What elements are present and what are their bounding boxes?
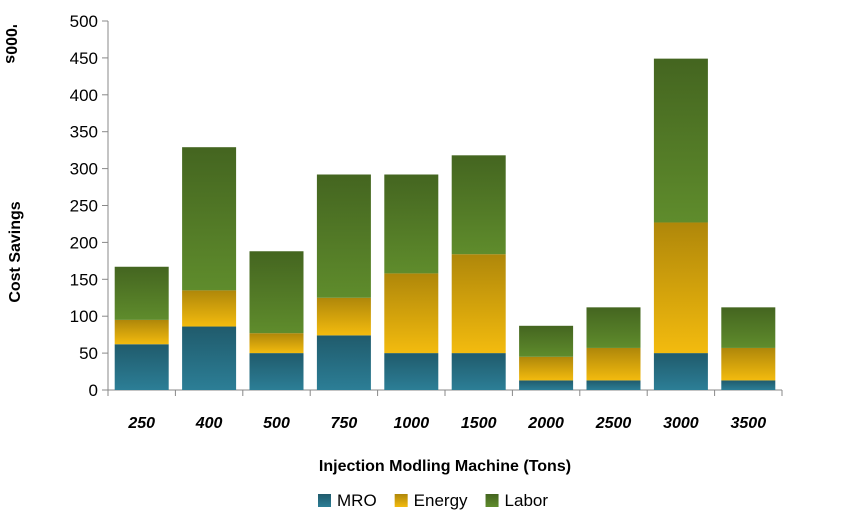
legend-swatch-mro	[318, 494, 331, 507]
legend-label-energy: Energy	[414, 491, 468, 510]
bar-mro-1000	[384, 353, 439, 390]
x-tick-label: 250	[127, 415, 155, 432]
y-tick-label: 450	[70, 49, 98, 68]
bar-energy-1000	[384, 273, 439, 354]
bar-energy-2500	[586, 347, 641, 381]
bar-labor-3000	[653, 58, 708, 223]
x-tick-label: 1000	[394, 415, 430, 432]
y-tick-label: 50	[79, 344, 98, 363]
bar-energy-400	[182, 290, 237, 327]
legend: MRO Energy Labor	[318, 491, 548, 510]
x-tick-label: 3500	[731, 415, 767, 432]
bar-energy-750	[316, 297, 371, 336]
bar-labor-750	[316, 174, 371, 298]
bar-labor-1500	[451, 155, 506, 255]
y-axis-title: Cost Savings	[7, 201, 24, 302]
y-tick-label: 200	[70, 233, 98, 252]
bar-mro-1500	[451, 353, 506, 390]
x-tick-label: 2500	[595, 415, 632, 432]
bars	[114, 58, 776, 390]
bar-energy-3000	[653, 222, 708, 354]
bar-labor-1000	[384, 174, 439, 274]
x-axis: 250 400 500 750 1000 1500 2000 2500 3000 3500	[107, 389, 783, 432]
x-tick-label: 400	[195, 415, 223, 432]
bar-mro-400	[182, 326, 237, 390]
bar-energy-3500	[721, 347, 776, 381]
bar-mro-750	[316, 335, 371, 390]
legend-swatch-labor	[485, 494, 499, 507]
x-tick-label: 500	[263, 415, 290, 432]
bar-labor-2500	[586, 307, 641, 348]
bar-energy-1500	[451, 254, 506, 354]
y-tick-label: 350	[70, 123, 98, 142]
bar-energy-500	[249, 333, 304, 354]
y-tick-label: 250	[70, 197, 98, 216]
bar-labor-3500	[721, 307, 776, 348]
bar-labor-400	[182, 147, 237, 291]
legend-swatch-energy	[394, 494, 408, 507]
bar-mro-250	[114, 344, 169, 390]
bar-energy-250	[114, 319, 169, 345]
x-tick-label: 750	[331, 415, 358, 432]
x-tick-label: 2000	[527, 415, 564, 432]
bar-mro-2000	[519, 380, 574, 390]
bar-labor-250	[114, 266, 169, 320]
bar-mro-500	[249, 353, 304, 390]
bar-mro-2500	[586, 380, 641, 390]
bar-mro-3500	[721, 380, 776, 390]
bar-labor-2000	[519, 325, 574, 357]
bar-energy-2000	[519, 356, 574, 381]
bar-mro-3000	[653, 353, 708, 390]
y-tick-label: 400	[70, 86, 98, 105]
x-tick-label: 3000	[663, 415, 699, 432]
y-tick-label: 300	[70, 160, 98, 179]
y-tick-label: 500	[70, 12, 98, 31]
y-tick-label: 0	[89, 381, 98, 400]
x-axis-title: Injection Modling Machine (Tons)	[319, 458, 571, 475]
legend-label-labor: Labor	[505, 491, 549, 510]
bar-labor-500	[249, 251, 304, 334]
x-tick-label: 1500	[461, 415, 497, 432]
legend-label-mro: MRO	[337, 491, 377, 510]
y-axis: 0 50 100 150 200 250 300 350 400 450 500	[70, 12, 109, 400]
y-axis-unit-label: '000s	[2, 24, 19, 64]
y-tick-label: 100	[70, 307, 98, 326]
y-tick-label: 150	[70, 270, 98, 289]
